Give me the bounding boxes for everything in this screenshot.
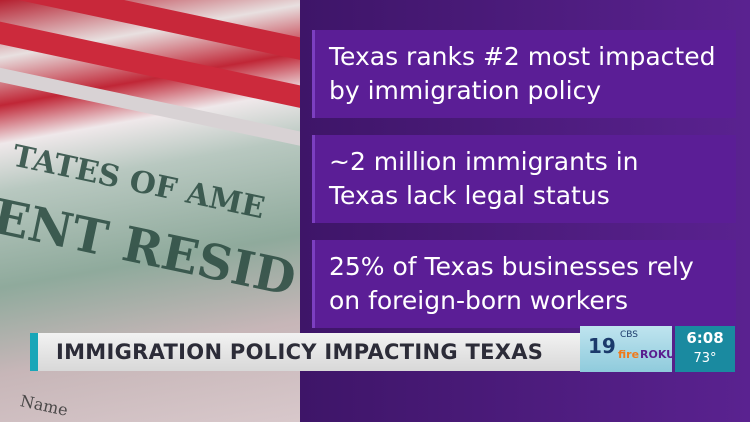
fact-box: Texas ranks #2 most impacted by immigrati… <box>312 30 736 118</box>
photo-text: Name <box>18 391 70 420</box>
fact-line: Texas ranks #2 most impacted <box>329 42 716 71</box>
station-bug: 19 CBS fire ROKU <box>580 326 676 372</box>
fact-line: ~2 million immigrants in <box>329 147 639 176</box>
headline: IMMIGRATION POLICY IMPACTING TEXAS <box>56 340 544 364</box>
channel: 19 <box>588 334 616 358</box>
fact-line: on foreign-born workers <box>329 286 629 315</box>
partner: fire <box>618 348 640 361</box>
fact-line: by immigration policy <box>329 76 602 105</box>
fact-box: 25% of Texas businesses rely on foreign-b… <box>312 240 736 328</box>
lower-third: IMMIGRATION POLICY IMPACTING TEXAS <box>30 333 580 371</box>
fact-line: Texas lack legal status <box>329 181 610 210</box>
fact-box: ~2 million immigrants in Texas lack legal… <box>312 135 736 223</box>
fact-line: 25% of Texas businesses rely <box>329 252 694 281</box>
partner: ROKU <box>640 348 676 361</box>
temperature: 73° <box>693 351 717 366</box>
weather: 6:08 73° <box>675 326 735 372</box>
network: CBS <box>620 330 639 340</box>
time: 6:08 <box>686 329 724 347</box>
